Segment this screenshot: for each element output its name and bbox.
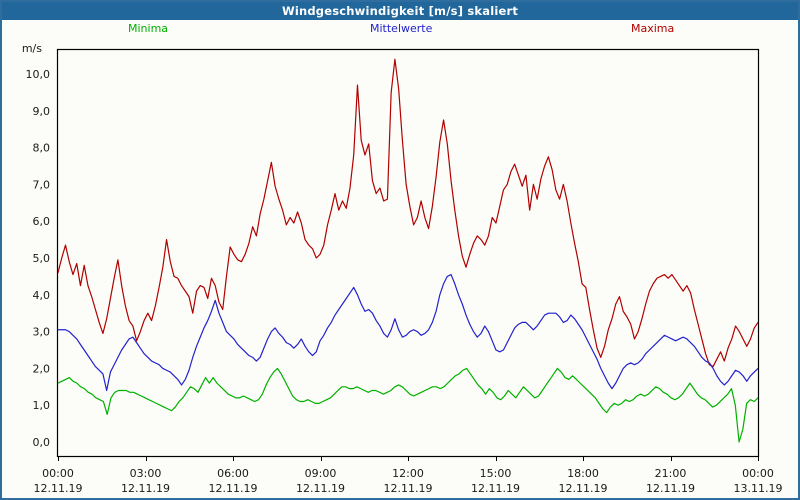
x-axis-tick-labels: 00:00 12.11.19 03:00 12.11.19 06:00 12.11.19 0… (34, 456, 783, 495)
x-axis-date-label: 12.11.19 (296, 482, 345, 495)
x-axis-time-label: 06:00 (217, 467, 249, 480)
x-axis-date-label: 12.11.19 (384, 482, 433, 495)
series-line-mittelwerte (58, 273, 758, 392)
y-axis-tick-label: 3,0 (33, 326, 51, 339)
x-axis-date-label: 12.11.19 (209, 482, 258, 495)
legend-item-maxima: Maxima (631, 22, 675, 35)
y-axis-tick-label: 2,0 (33, 362, 51, 375)
y-axis-tick-label: 0,0 (33, 436, 51, 449)
window-title-bar: Windgeschwindigkeit [m/s] skaliert (2, 2, 798, 20)
x-axis-time-label: 00:00 (42, 467, 74, 480)
x-axis-date-label: 12.11.19 (559, 482, 608, 495)
legend: Minima Mittelwerte Maxima (2, 21, 798, 38)
x-axis-time-label: 03:00 (130, 467, 162, 480)
y-axis-unit-label: m/s (22, 42, 42, 55)
y-axis-tick-label: 4,0 (33, 289, 51, 302)
plot-frame (56, 48, 760, 458)
x-axis-date-label: 12.11.19 (34, 482, 83, 495)
x-axis-time-label: 18:00 (567, 467, 599, 480)
legend-item-mittelwerte: Mittelwerte (370, 22, 433, 35)
y-axis-tick-labels: 0,0 1,0 2,0 3,0 4,0 5,0 6,0 7,0 8,0 9,0 10,0 (26, 68, 51, 449)
series-line-maxima (58, 58, 758, 368)
y-axis-tick-label: 5,0 (33, 252, 51, 265)
y-axis-tick-label: 1,0 (33, 399, 51, 412)
x-axis-time-label: 21:00 (655, 467, 687, 480)
y-axis-tick-label: 10,0 (26, 68, 51, 81)
y-axis-tick-label: 6,0 (33, 215, 51, 228)
x-axis-date-label: 13.11.19 (734, 482, 783, 495)
x-axis-date-label: 12.11.19 (121, 482, 170, 495)
data-series-group (58, 58, 758, 443)
x-axis-date-label: 12.11.19 (646, 482, 695, 495)
x-axis-date-label: 12.11.19 (471, 482, 520, 495)
y-axis-tick-label: 9,0 (33, 105, 51, 118)
x-axis-time-label: 15:00 (480, 467, 512, 480)
x-axis-time-label: 12:00 (392, 467, 424, 480)
x-axis-time-label: 09:00 (305, 467, 337, 480)
page-title: Windgeschwindigkeit [m/s] skaliert (281, 4, 519, 18)
series-line-minima (58, 367, 758, 443)
y-axis-tick-label: 7,0 (33, 178, 51, 191)
y-axis-tick-label: 8,0 (33, 142, 51, 155)
x-axis-time-label: 00:00 (742, 467, 774, 480)
legend-item-minima: Minima (128, 22, 169, 35)
